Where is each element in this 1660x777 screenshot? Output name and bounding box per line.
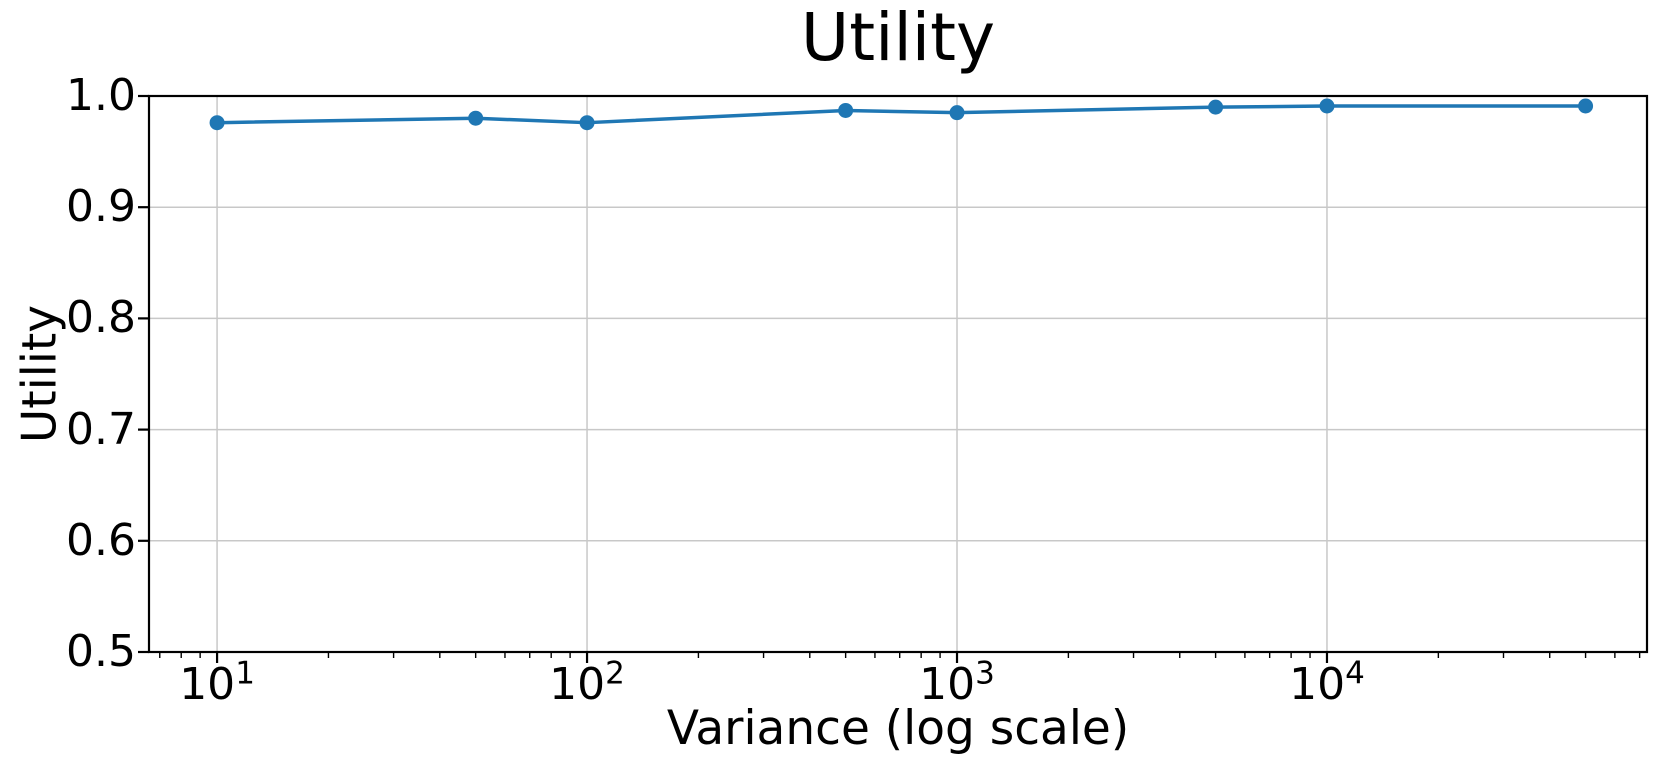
x-tick-label: 104 [1289,655,1365,710]
y-tick-label: 0.6 [66,514,136,566]
y-tick-label: 0.8 [66,292,136,344]
y-tick-label: 0.9 [66,181,136,233]
x-tick-label: 103 [919,655,995,710]
axes-spines [147,94,1649,654]
data-point [838,102,854,118]
data-point [579,115,595,131]
data-point [209,115,225,131]
x-tick-label: 102 [549,655,625,710]
y-tick-label: 0.7 [66,403,136,455]
x-axis-label: Variance (log scale) [666,701,1130,756]
data-point [1319,98,1335,114]
y-tick-label: 0.5 [66,626,136,677]
data-point [949,105,965,121]
data-line [215,104,1588,125]
data-point [1208,99,1224,115]
x-tick-label: 101 [179,655,255,710]
chart-title: Utility [800,0,996,76]
data-point [468,110,484,126]
y-tick-label: 1.0 [66,70,136,121]
data-point [1578,98,1594,114]
